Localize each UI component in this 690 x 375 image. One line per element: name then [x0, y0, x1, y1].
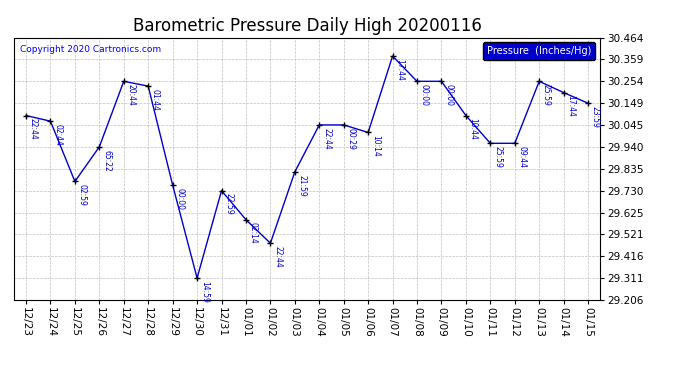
Text: Copyright 2020 Cartronics.com: Copyright 2020 Cartronics.com [19, 45, 161, 54]
Text: 17:44: 17:44 [566, 95, 575, 117]
Text: 22:44: 22:44 [29, 118, 38, 140]
Text: 17:44: 17:44 [395, 59, 404, 81]
Text: 10:14: 10:14 [371, 135, 380, 157]
Text: 22:44: 22:44 [322, 128, 331, 150]
Text: 20:44: 20:44 [126, 84, 135, 106]
Text: 65:22: 65:22 [102, 150, 111, 171]
Text: 14:59: 14:59 [200, 281, 209, 303]
Text: 22:59: 22:59 [224, 194, 233, 215]
Text: 10:44: 10:44 [469, 118, 477, 140]
Text: 09:44: 09:44 [518, 146, 526, 168]
Text: 00:00: 00:00 [444, 84, 453, 106]
Text: 25:59: 25:59 [542, 84, 551, 106]
Text: 00:00: 00:00 [175, 188, 184, 210]
Text: 21:59: 21:59 [297, 175, 306, 196]
Title: Barometric Pressure Daily High 20200116: Barometric Pressure Daily High 20200116 [132, 16, 482, 34]
Text: 00:29: 00:29 [346, 128, 355, 150]
Text: 22:44: 22:44 [273, 246, 282, 268]
Text: 02:14: 02:14 [248, 222, 258, 244]
Text: 01:44: 01:44 [151, 89, 160, 111]
Text: 02:59: 02:59 [78, 184, 87, 206]
Text: 23:59: 23:59 [591, 106, 600, 128]
Text: 25:59: 25:59 [493, 146, 502, 168]
Text: 00:00: 00:00 [420, 84, 428, 106]
Text: 02:44: 02:44 [53, 124, 62, 146]
Legend: Pressure  (Inches/Hg): Pressure (Inches/Hg) [483, 42, 595, 60]
